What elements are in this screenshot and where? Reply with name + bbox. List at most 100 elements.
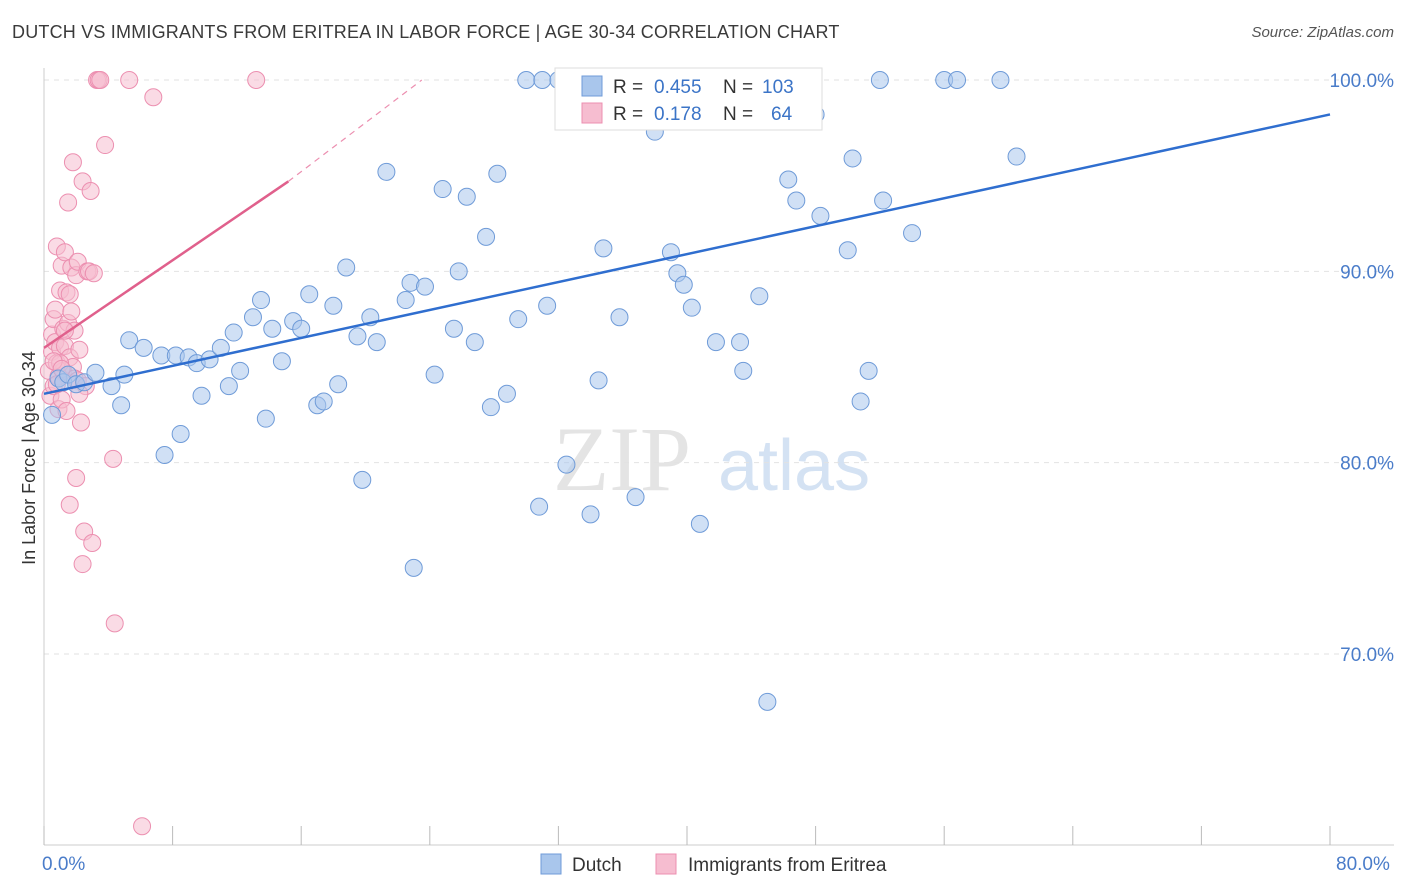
eritrea-point <box>71 413 90 432</box>
eritrea-point <box>96 136 115 155</box>
dutch-point <box>449 262 468 281</box>
eritrea-point <box>105 614 124 633</box>
eritrea-point <box>104 449 123 468</box>
dutch-point <box>533 71 552 89</box>
dutch-point <box>758 692 777 711</box>
dutch-point <box>481 398 500 417</box>
dutch-point <box>1007 147 1026 166</box>
dutch-point <box>292 319 311 338</box>
legend-eritrea-swatch[interactable] <box>655 853 677 875</box>
watermark-zip: ZIP <box>553 408 691 510</box>
dutch-point <box>903 224 922 243</box>
dutch-point <box>415 277 434 296</box>
dutch-trend-line <box>43 113 1331 396</box>
dutch-point <box>465 333 484 352</box>
dutch-point <box>272 352 291 371</box>
dutch-point <box>859 361 878 380</box>
dutch-point <box>256 409 275 428</box>
eritrea-point <box>63 153 82 172</box>
eritrea-point <box>60 285 79 304</box>
eritrea-point <box>91 71 110 89</box>
eritrea-point <box>133 817 152 836</box>
eritrea-point <box>247 71 266 89</box>
eritrea-point <box>120 71 139 89</box>
legend-dutch-label[interactable]: Dutch <box>572 855 622 876</box>
dutch-point <box>838 241 857 260</box>
dutch-point <box>477 227 496 246</box>
dutch-point <box>706 333 725 352</box>
stats-eritrea-r-value: 0.178 <box>654 104 702 125</box>
dutch-point <box>219 377 238 396</box>
dutch-point <box>112 396 131 415</box>
dutch-point <box>43 405 62 424</box>
dutch-point <box>171 424 190 443</box>
stats-eritrea-swatch <box>581 102 603 124</box>
dutch-point <box>626 488 645 507</box>
eritrea-point <box>70 340 89 359</box>
dutch-point <box>497 384 516 403</box>
dutch-point <box>102 377 121 396</box>
dutch-point <box>367 333 386 352</box>
dutch-point <box>337 258 356 277</box>
stats-eritrea-n-value: 64 <box>771 104 793 125</box>
dutch-point <box>517 71 536 89</box>
stats-dutch-r-label: R = <box>613 77 643 98</box>
eritrea-point <box>46 300 65 319</box>
dutch-point <box>86 363 105 382</box>
dutch-point <box>134 338 153 357</box>
legend-eritrea-label[interactable]: Immigrants from Eritrea <box>688 855 887 876</box>
eritrea-trend-extension <box>287 79 423 182</box>
dutch-point <box>690 514 709 533</box>
dutch-point <box>991 71 1010 89</box>
eritrea-point <box>55 243 74 262</box>
trend-lines <box>43 79 1331 396</box>
stats-eritrea-n-label: N = <box>723 104 753 125</box>
y-tick-label: 100.0% <box>1330 71 1395 92</box>
x-tick-marks <box>43 826 1331 845</box>
y-tick-label: 70.0% <box>1340 645 1394 666</box>
stats-eritrea-r-label: R = <box>613 104 643 125</box>
dutch-point <box>811 206 830 225</box>
dutch-point <box>224 323 243 342</box>
eritrea-point <box>55 321 74 340</box>
stats-dutch-swatch <box>581 75 603 97</box>
dutch-point <box>948 71 967 89</box>
eritrea-point <box>59 193 78 212</box>
stats-dutch-n-label: N = <box>723 77 753 98</box>
dutch-point <box>509 310 528 329</box>
eritrea-point <box>73 555 92 574</box>
dutch-point <box>433 180 452 199</box>
dutch-point <box>870 71 889 89</box>
dutch-point <box>324 296 343 315</box>
dutch-point <box>843 149 862 168</box>
dutch-point <box>263 319 282 338</box>
eritrea-point <box>144 88 163 107</box>
eritrea-point <box>83 534 102 553</box>
source-label: Source: ZipAtlas.com <box>1251 24 1394 41</box>
dutch-point <box>444 319 463 338</box>
eritrea-point <box>67 468 86 487</box>
legend-dutch-swatch[interactable] <box>540 853 562 875</box>
stats-legend-box: R = 0.455 N = 103 R = 0.178 N = 64 <box>554 67 823 131</box>
dutch-point <box>674 275 693 294</box>
dutch-point <box>300 285 319 304</box>
dutch-point <box>734 361 753 380</box>
dutch-point <box>353 470 372 489</box>
dutch-point <box>348 327 367 346</box>
stats-dutch-r-value: 0.455 <box>654 77 702 98</box>
x-tick-label-max: 80.0% <box>1336 854 1390 875</box>
bottom-legend: Dutch Immigrants from Eritrea <box>540 853 887 876</box>
dutch-point <box>120 331 139 350</box>
dutch-point <box>779 170 798 189</box>
dutch-point <box>155 446 174 465</box>
dutch-point <box>252 291 271 310</box>
dutch-point <box>192 386 211 405</box>
dutch-point <box>488 164 507 183</box>
watermark: ZIP atlas <box>553 408 870 510</box>
dutch-point <box>581 505 600 524</box>
dutch-point <box>314 392 333 411</box>
eritrea-series <box>39 71 266 836</box>
y-tick-labels: 70.0% 80.0% 90.0% 100.0% <box>1330 71 1395 666</box>
x-tick-label-min: 0.0% <box>42 854 85 875</box>
